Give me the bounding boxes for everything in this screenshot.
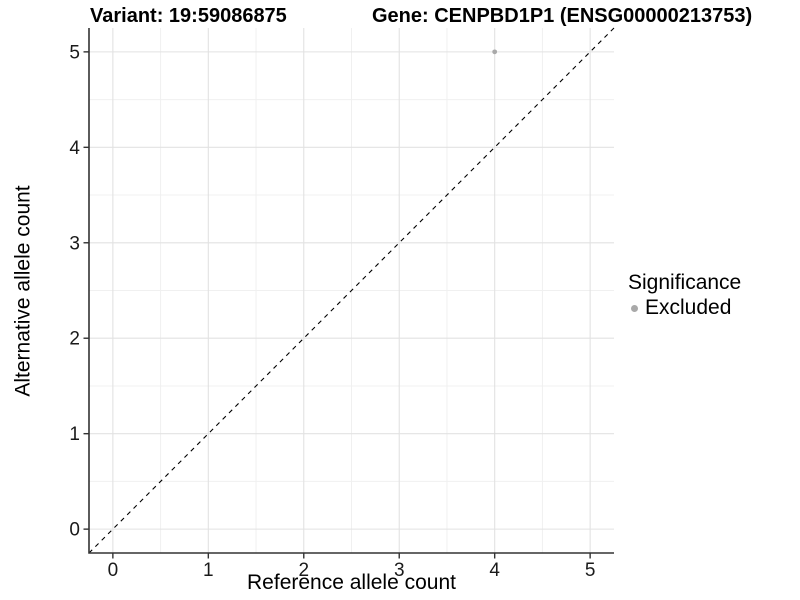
x-tick-label: 2 <box>298 560 309 581</box>
x-tick-label: 4 <box>489 560 500 581</box>
y-tick-label: 3 <box>69 233 80 254</box>
x-tick-label: 0 <box>108 560 119 581</box>
y-axis-label: Alternative allele count <box>11 185 35 397</box>
y-tick-label: 0 <box>69 520 80 541</box>
plot-title-variant: Variant: 19:59086875 <box>90 5 287 27</box>
y-tick-label: 2 <box>69 329 80 350</box>
y-tick-label: 5 <box>69 42 80 63</box>
x-axis-label: Reference allele count <box>247 571 456 594</box>
y-tick-label: 4 <box>69 138 80 159</box>
identity-line <box>88 27 615 554</box>
x-tick-label: 1 <box>203 560 214 581</box>
x-tick-label: 5 <box>585 560 596 581</box>
y-tick-label: 1 <box>69 424 80 445</box>
x-tick-label: 3 <box>394 560 405 581</box>
legend-point-icon <box>631 304 638 312</box>
axis-lines <box>88 28 614 554</box>
plot-title-gene: Gene: CENPBD1P1 (ENSG00000213753) <box>372 5 753 27</box>
data-point <box>492 49 498 55</box>
legend-title: Significance <box>628 271 742 294</box>
legend-entry-label: Excluded <box>645 296 732 319</box>
legend-entry-excluded: Excluded <box>628 296 741 320</box>
legend: Significance Excluded <box>628 271 741 320</box>
